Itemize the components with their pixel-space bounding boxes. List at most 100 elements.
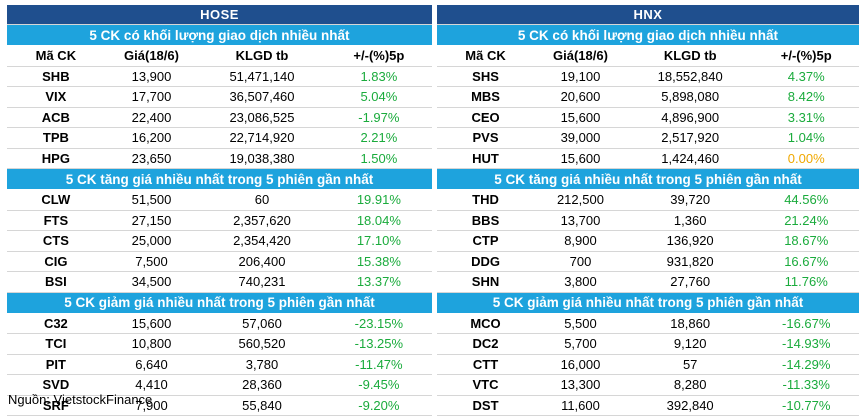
table-row: BBS 13,700 1,360 21.24% — [437, 210, 859, 231]
table-row: DDG 700 931,820 16.67% — [437, 251, 859, 272]
volume-cell: 1,360 — [626, 210, 754, 231]
section-title: 5 CK có khối lượng giao dịch nhiều nhất — [7, 24, 432, 46]
table-row: VTC 13,300 8,280 -11.33% — [437, 374, 859, 396]
price-cell: 11,600 — [534, 395, 627, 416]
volume-cell: 2,357,620 — [198, 210, 326, 231]
volume-cell: 9,120 — [626, 333, 754, 355]
volume-cell: 18,552,840 — [626, 66, 754, 87]
section-title: 5 CK giảm giá nhiều nhất trong 5 phiên g… — [7, 292, 432, 314]
section-header: 5 CK tăng giá nhiều nhất trong 5 phiên g… — [437, 168, 859, 190]
section-header: 5 CK giảm giá nhiều nhất trong 5 phiên g… — [437, 292, 859, 314]
stock-code: SVD — [7, 374, 105, 396]
column-header: Giá(18/6) — [104, 45, 199, 67]
change-cell: -16.67% — [753, 313, 859, 334]
change-cell: -11.47% — [325, 354, 432, 375]
change-cell: -23.15% — [325, 313, 432, 334]
change-cell: 16.67% — [753, 251, 859, 272]
change-cell: 1.50% — [325, 148, 432, 169]
table-row: SVD 4,410 28,360 -9.45% — [7, 374, 432, 396]
change-cell: 17.10% — [325, 230, 432, 252]
stock-code: BBS — [437, 210, 535, 231]
change-cell: 2.21% — [325, 127, 432, 149]
stock-code: MCO — [437, 313, 535, 334]
table-row: DC2 5,700 9,120 -14.93% — [437, 333, 859, 355]
stock-code: BSI — [7, 271, 105, 293]
column-header: +/-(%)5p — [753, 45, 859, 67]
change-cell: -10.77% — [753, 395, 859, 416]
stock-code: PVS — [437, 127, 535, 149]
price-cell: 16,200 — [104, 127, 199, 149]
change-cell: -14.93% — [753, 333, 859, 355]
change-cell: 15.38% — [325, 251, 432, 272]
column-header: Mã CK — [437, 45, 535, 67]
price-cell: 15,600 — [534, 148, 627, 169]
table-row: HUT 15,600 1,424,460 0.00% — [437, 148, 859, 169]
table-row: ACB 22,400 23,086,525 -1.97% — [7, 107, 432, 128]
column-header: KLGD tb — [198, 45, 326, 67]
table-row: SHS 19,100 18,552,840 4.37% — [437, 66, 859, 87]
column-header-row: Mã CK Giá(18/6) KLGD tb +/-(%)5p — [437, 45, 859, 67]
section-header: 5 CK có khối lượng giao dịch nhiều nhất — [437, 24, 859, 46]
volume-cell: 18,860 — [626, 313, 754, 334]
table-row: HPG 23,650 19,038,380 1.50% — [7, 148, 432, 169]
table-row: CTT 16,000 57 -14.29% — [437, 354, 859, 375]
table-row: CIG 7,500 206,400 15.38% — [7, 251, 432, 272]
stock-code: CEO — [437, 107, 535, 128]
change-cell: 1.04% — [753, 127, 859, 149]
section-title: 5 CK giảm giá nhiều nhất trong 5 phiên g… — [437, 292, 859, 314]
section-header: 5 CK giảm giá nhiều nhất trong 5 phiên g… — [7, 292, 432, 314]
volume-cell: 39,720 — [626, 189, 754, 211]
price-cell: 13,900 — [104, 66, 199, 87]
stock-code: SHN — [437, 271, 535, 293]
volume-cell: 8,280 — [626, 374, 754, 396]
price-cell: 39,000 — [534, 127, 627, 149]
change-cell: 44.56% — [753, 189, 859, 211]
stock-code: TCI — [7, 333, 105, 355]
volume-cell: 22,714,920 — [198, 127, 326, 149]
volume-cell: 57 — [626, 354, 754, 375]
price-cell: 3,800 — [534, 271, 627, 293]
table-row: PIT 6,640 3,780 -11.47% — [7, 354, 432, 375]
volume-cell: 4,896,900 — [626, 107, 754, 128]
stock-code: VTC — [437, 374, 535, 396]
stock-code: CTP — [437, 230, 535, 252]
price-cell: 700 — [534, 251, 627, 272]
volume-cell: 27,760 — [626, 271, 754, 293]
stock-code: DDG — [437, 251, 535, 272]
table-row: BSI 34,500 740,231 13.37% — [7, 271, 432, 293]
volume-cell: 3,780 — [198, 354, 326, 375]
price-cell: 6,640 — [104, 354, 199, 375]
stock-code: CLW — [7, 189, 105, 211]
table-row: C32 15,600 57,060 -23.15% — [7, 313, 432, 334]
table-row: SHN 3,800 27,760 11.76% — [437, 271, 859, 293]
price-cell: 7,500 — [104, 251, 199, 272]
change-cell: 0.00% — [753, 148, 859, 169]
stock-code: VIX — [7, 86, 105, 108]
volume-cell: 5,898,080 — [626, 86, 754, 108]
volume-cell: 51,471,140 — [198, 66, 326, 87]
change-cell: 19.91% — [325, 189, 432, 211]
change-cell: -9.20% — [325, 395, 432, 416]
change-cell: -1.97% — [325, 107, 432, 128]
exchange-title: HNX — [437, 5, 859, 25]
price-cell: 13,700 — [534, 210, 627, 231]
price-cell: 22,400 — [104, 107, 199, 128]
price-cell: 20,600 — [534, 86, 627, 108]
change-cell: 18.04% — [325, 210, 432, 231]
change-cell: -11.33% — [753, 374, 859, 396]
table-row: MBS 20,600 5,898,080 8.42% — [437, 86, 859, 108]
price-cell: 8,900 — [534, 230, 627, 252]
stock-code: CIG — [7, 251, 105, 272]
stock-code: PIT — [7, 354, 105, 375]
change-cell: 3.31% — [753, 107, 859, 128]
price-cell: 5,700 — [534, 333, 627, 355]
change-cell: 18.67% — [753, 230, 859, 252]
table-row: THD 212,500 39,720 44.56% — [437, 189, 859, 211]
change-cell: 11.76% — [753, 271, 859, 293]
price-cell: 16,000 — [534, 354, 627, 375]
table-row: FTS 27,150 2,357,620 18.04% — [7, 210, 432, 231]
volume-cell: 2,354,420 — [198, 230, 326, 252]
table-row: CLW 51,500 60 19.91% — [7, 189, 432, 211]
change-cell: 13.37% — [325, 271, 432, 293]
hose-panel: HOSE 5 CK có khối lượng giao dịch nhiều n… — [7, 5, 432, 416]
